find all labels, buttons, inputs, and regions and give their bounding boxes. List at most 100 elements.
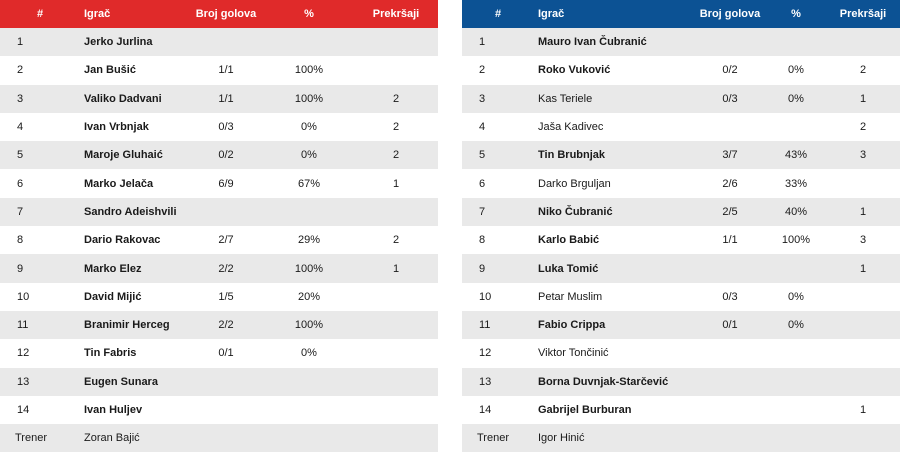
- player-number: 2: [17, 64, 24, 77]
- player-goals: 0/3: [722, 92, 738, 105]
- player-name: Jaša Kadivec: [538, 121, 604, 134]
- player-row: 11 Branimir Herceg 2/2 100%: [0, 310, 438, 340]
- player-percent: [766, 339, 826, 367]
- header-percent: %: [791, 8, 801, 20]
- home-team-panel: # Igrač Broj golova % Prekršaji 1 Jerko J…: [0, 0, 438, 452]
- player-fouls: 1: [859, 262, 867, 275]
- player-name: Eugen Sunara: [84, 375, 158, 388]
- header-fouls: Prekršaji: [839, 8, 887, 20]
- player-row: 10 David Mijić 1/5 20%: [0, 282, 438, 311]
- player-goals: 0/1: [722, 319, 738, 332]
- player-number: 14: [479, 404, 492, 416]
- player-percent: 100%: [294, 64, 324, 77]
- player-name: Branimir Herceg: [84, 319, 170, 332]
- player-fouls: [354, 396, 438, 424]
- player-percent: 67%: [297, 177, 321, 190]
- player-fouls: 3: [859, 234, 867, 247]
- player-percent: 33%: [784, 177, 808, 190]
- player-goals: 2/2: [218, 262, 234, 275]
- player-goals: 3/7: [722, 149, 738, 162]
- player-fouls: 1: [859, 92, 867, 105]
- player-goals: 0/3: [722, 290, 738, 303]
- header-goals: Broj golova: [699, 8, 761, 20]
- player-fouls: [826, 311, 900, 339]
- player-name: Viktor Tončinić: [538, 347, 609, 360]
- player-percent: [264, 198, 354, 226]
- player-number: 10: [17, 290, 30, 303]
- player-goals: [694, 254, 766, 282]
- player-number: 5: [479, 149, 486, 162]
- player-percent: [264, 368, 354, 396]
- player-number: 12: [17, 347, 30, 360]
- player-percent: [264, 28, 354, 56]
- player-number: 13: [17, 375, 30, 388]
- player-percent: [766, 396, 826, 424]
- player-number: 11: [479, 319, 491, 332]
- player-name: Tin Brubnjak: [538, 149, 606, 162]
- player-name: David Mijić: [84, 290, 142, 303]
- player-row: 2 Jan Bušić 1/1 100%: [0, 56, 438, 85]
- player-fouls: [354, 283, 438, 311]
- player-percent: 100%: [294, 262, 324, 275]
- player-fouls: 2: [392, 234, 400, 247]
- player-fouls: 1: [392, 177, 400, 190]
- player-number: 14: [17, 404, 30, 416]
- player-number: 7: [17, 205, 24, 218]
- player-number: 9: [479, 262, 486, 275]
- player-goals: 1/1: [218, 64, 234, 77]
- player-fouls: 1: [859, 404, 867, 416]
- player-fouls: [826, 283, 900, 311]
- player-goals: 2/2: [218, 319, 234, 332]
- player-row: 11 Fabio Crippa 0/1 0%: [462, 310, 900, 340]
- header-percent: %: [304, 8, 314, 20]
- player-fouls: 2: [392, 121, 400, 134]
- coach-label: Trener: [477, 432, 509, 445]
- player-name: Mauro Ivan Čubranić: [538, 36, 647, 49]
- player-percent: 0%: [788, 92, 804, 105]
- header-number: #: [494, 8, 502, 20]
- player-percent: 100%: [294, 92, 324, 105]
- player-name: Dario Rakovac: [84, 234, 161, 247]
- player-goals: [188, 368, 264, 396]
- coach-row: Trener Zoran Bajić: [0, 424, 438, 452]
- player-goals: 0/2: [218, 149, 234, 162]
- player-percent: [766, 254, 826, 282]
- player-number: 3: [479, 92, 486, 105]
- player-row: 7 Sandro Adeishvili: [0, 197, 438, 227]
- table-header-row: # Igrač Broj golova % Prekršaji: [0, 0, 438, 28]
- player-fouls: 2: [859, 121, 867, 134]
- player-name: Ivan Vrbnjak: [84, 121, 149, 134]
- player-number: 6: [17, 177, 24, 190]
- player-fouls: [826, 28, 900, 56]
- player-number: 4: [479, 121, 486, 134]
- player-row: 13 Eugen Sunara: [0, 367, 438, 396]
- player-percent: 0%: [788, 319, 804, 332]
- player-fouls: [354, 339, 438, 367]
- player-number: 6: [479, 177, 486, 190]
- player-fouls: 2: [392, 92, 400, 105]
- coach-name: Igor Hinić: [538, 432, 585, 445]
- player-number: 12: [479, 347, 492, 360]
- player-goals: [188, 198, 264, 226]
- player-goals: 0/2: [722, 64, 738, 77]
- player-name: Niko Čubranić: [538, 205, 613, 218]
- player-goals: 1/1: [722, 234, 738, 247]
- coach-name: Zoran Bajić: [84, 432, 140, 445]
- player-fouls: [826, 368, 900, 396]
- player-number: 10: [479, 290, 492, 303]
- player-fouls: [354, 368, 438, 396]
- away-team-stats-table: # Igrač Broj golova % Prekršaji 1 Mauro I…: [462, 0, 900, 452]
- player-number: 13: [479, 375, 492, 388]
- player-number: 9: [17, 262, 24, 275]
- player-goals: 2/6: [722, 177, 738, 190]
- player-fouls: [354, 198, 438, 226]
- player-goals: [694, 28, 766, 56]
- player-percent: 43%: [784, 149, 808, 162]
- player-name: Luka Tomić: [538, 262, 599, 275]
- player-row: 1 Jerko Jurlina: [0, 28, 438, 57]
- player-number: 3: [17, 92, 24, 105]
- player-row: 5 Tin Brubnjak 3/7 43% 3: [462, 141, 900, 170]
- player-percent: 0%: [788, 64, 804, 77]
- player-percent: 0%: [788, 290, 804, 303]
- player-goals: [694, 339, 766, 367]
